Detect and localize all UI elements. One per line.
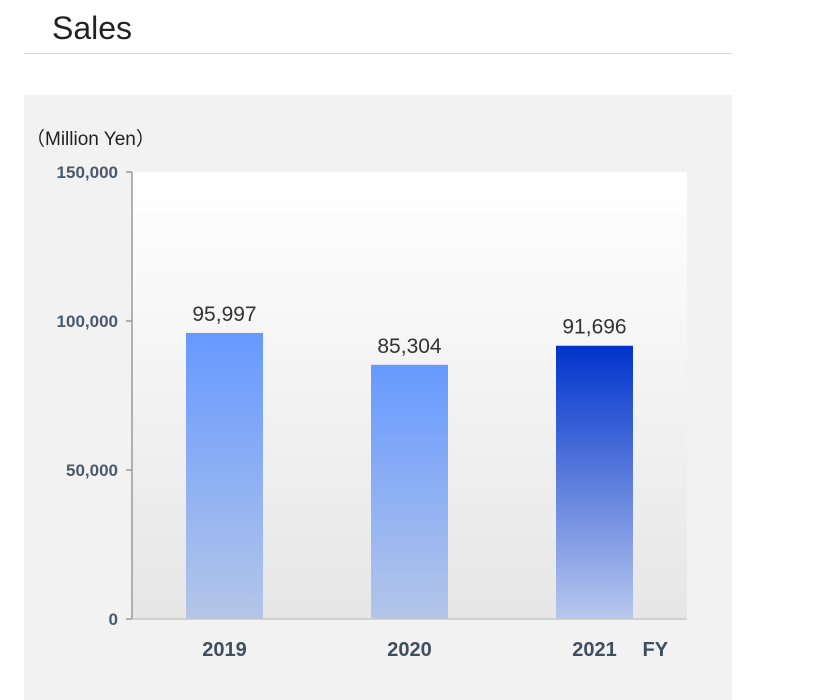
sales-bar-chart: （Million Yen） 0 50,000 100,000 150,000 95,9… (26, 128, 687, 661)
x-tick-label-2021: 2021 (572, 639, 617, 661)
chart-panel: （Million Yen） 0 50,000 100,000 150,000 95,9… (24, 95, 732, 700)
title-divider (24, 53, 732, 54)
bars: 95,997 2019 85,304 2020 91,696 2021 (186, 303, 633, 661)
y-tick-label: 150,000 (57, 163, 118, 182)
page-title: Sales (52, 10, 133, 46)
y-tick-label: 50,000 (66, 461, 118, 480)
x-tick-label-2019: 2019 (202, 639, 247, 661)
data-label-2021: 91,696 (562, 316, 626, 339)
y-tick-label: 0 (109, 610, 118, 629)
y-tick-label: 100,000 (57, 312, 118, 331)
data-label-2019: 95,997 (192, 303, 256, 326)
data-label-2020: 85,304 (377, 335, 442, 358)
bar-2019 (186, 332, 263, 619)
bar-2021 (556, 345, 633, 619)
y-ticks: 0 50,000 100,000 150,000 (57, 163, 132, 629)
x-axis-suffix: FY (643, 639, 669, 661)
x-tick-label-2020: 2020 (387, 639, 432, 661)
bar-2020 (371, 364, 448, 619)
y-unit-label: （Million Yen） (26, 128, 155, 150)
